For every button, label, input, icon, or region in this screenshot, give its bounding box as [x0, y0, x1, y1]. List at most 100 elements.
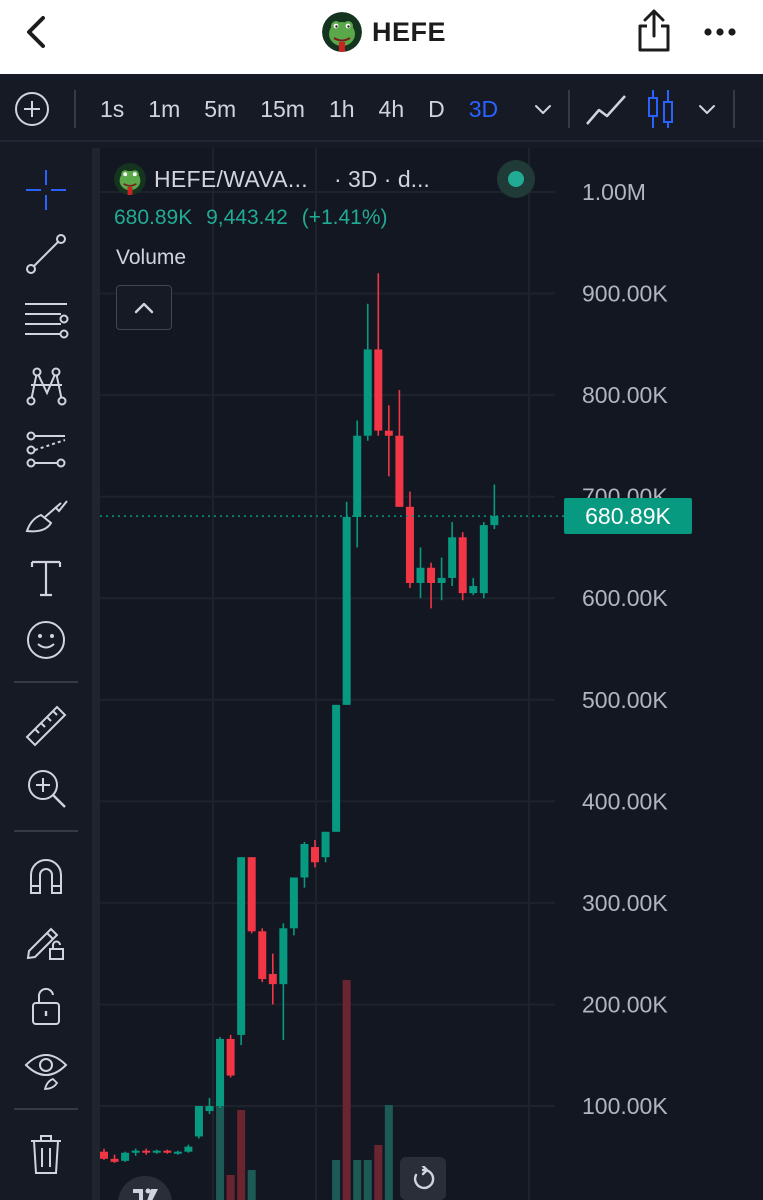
interval-1h[interactable]: 1h	[328, 95, 355, 122]
trash-icon	[31, 1135, 61, 1174]
lock-all-tool[interactable]	[22, 982, 70, 1030]
candle[interactable]	[173, 1150, 182, 1155]
candle[interactable]	[427, 562, 436, 609]
pattern-tool[interactable]	[22, 362, 70, 410]
candle[interactable]	[279, 923, 288, 1040]
chart-area[interactable]: 1.00M 900.00K 800.00K 700.00K 600.00K 500.00K…	[100, 148, 763, 1200]
candle-body	[490, 516, 499, 526]
candle[interactable]	[194, 1106, 203, 1139]
volume-bar	[363, 1160, 372, 1200]
interval-1s[interactable]: 1s	[100, 95, 125, 122]
candle[interactable]	[300, 841, 309, 888]
candle-body	[268, 973, 277, 985]
collapse-legend-button[interactable]	[116, 285, 172, 330]
frog-logo-icon	[114, 163, 146, 195]
fib-retracement-icon	[25, 303, 69, 339]
interval-15m[interactable]: 15m	[260, 95, 305, 122]
candle[interactable]	[353, 420, 362, 548]
candle[interactable]	[247, 857, 256, 934]
candle[interactable]	[163, 1149, 172, 1154]
delete-tool[interactable]	[22, 1130, 70, 1178]
volume-indicator-label[interactable]: Volume	[116, 246, 187, 269]
candle[interactable]	[448, 522, 457, 587]
zoom-in-tool[interactable]	[22, 764, 70, 812]
more-button[interactable]	[700, 14, 740, 50]
interval-1m[interactable]: 1m	[148, 95, 181, 122]
candle[interactable]	[268, 953, 277, 1005]
market-status-indicator[interactable]	[497, 160, 535, 198]
candle[interactable]	[384, 405, 393, 477]
change-percent: (+1.41%)	[301, 206, 388, 229]
candle-body	[247, 857, 256, 932]
interval-list: 1s 1m 5m 15m 1h 4h D 3D	[88, 90, 510, 128]
candle[interactable]	[321, 831, 330, 863]
candle-body	[437, 577, 446, 583]
candle[interactable]	[121, 1151, 130, 1162]
trend-line-tool[interactable]	[22, 230, 70, 278]
interval-5m[interactable]: 5m	[204, 95, 237, 122]
candle[interactable]	[332, 704, 341, 832]
candle[interactable]	[226, 1034, 235, 1078]
text-tool[interactable]	[22, 554, 70, 602]
candle[interactable]	[152, 1149, 161, 1154]
add-indicator-button[interactable]	[14, 91, 50, 127]
status-dot	[508, 171, 524, 187]
top-header: HEFE	[0, 0, 763, 74]
candle-body	[226, 1038, 235, 1076]
candle[interactable]	[142, 1148, 151, 1155]
ruler-tool[interactable]	[22, 702, 70, 750]
candle[interactable]	[131, 1148, 140, 1156]
reset-chart-button[interactable]	[400, 1157, 446, 1200]
candle[interactable]	[458, 532, 467, 601]
emoji-tool[interactable]	[22, 616, 70, 664]
candle[interactable]	[184, 1144, 193, 1153]
candle-body	[405, 506, 414, 583]
volume-bar	[353, 1160, 362, 1200]
line-chart-button[interactable]	[585, 90, 629, 128]
candle-body	[110, 1158, 119, 1162]
candle[interactable]	[237, 857, 246, 1046]
candle[interactable]	[416, 547, 425, 599]
candle[interactable]	[342, 501, 351, 705]
candle[interactable]	[100, 1148, 108, 1160]
candle[interactable]	[216, 1036, 225, 1109]
candle[interactable]	[490, 484, 499, 530]
crosshair-tool[interactable]	[22, 166, 70, 214]
candlestick-chart[interactable]: 1.00M900.00K800.00K700.00K600.00K500.00K…	[100, 148, 763, 1200]
candle[interactable]	[363, 303, 372, 441]
hide-drawings-tool[interactable]	[22, 1044, 70, 1092]
candle[interactable]	[405, 491, 414, 589]
symbol-name[interactable]: HEFE/WAVA...	[154, 165, 308, 192]
magnet-tool[interactable]	[22, 852, 70, 900]
candlestick-chart-button[interactable]	[646, 88, 676, 130]
back-button[interactable]	[18, 12, 58, 52]
chart-type-dropdown-button[interactable]	[696, 98, 718, 120]
candle[interactable]	[289, 877, 298, 936]
interval-3d[interactable]: 3D	[468, 95, 499, 122]
interval-4h[interactable]: 4h	[378, 95, 405, 122]
candle[interactable]	[311, 839, 319, 868]
y-axis-tick-label: 200.00K	[582, 991, 668, 1017]
toolbar-divider	[74, 90, 76, 128]
drawing-toolbar	[0, 144, 92, 1200]
candle[interactable]	[469, 577, 478, 596]
lock-drawing-tool[interactable]	[22, 916, 70, 964]
candle-body	[131, 1150, 140, 1153]
candle[interactable]	[110, 1154, 119, 1163]
candle[interactable]	[258, 928, 267, 983]
brush-tool[interactable]	[22, 492, 70, 540]
candle-body	[321, 831, 330, 858]
interval-d[interactable]: D	[428, 95, 445, 122]
candle-body	[142, 1150, 151, 1153]
candle[interactable]	[395, 390, 404, 507]
candle[interactable]	[479, 522, 488, 599]
y-axis-tick-label: 500.00K	[582, 687, 668, 713]
fib-retracement-tool[interactable]	[22, 296, 70, 344]
interval-dropdown-button[interactable]	[532, 98, 554, 120]
share-button[interactable]	[632, 8, 676, 54]
candle[interactable]	[374, 273, 383, 436]
candle[interactable]	[205, 1097, 214, 1115]
candle[interactable]	[437, 557, 446, 601]
candle-body	[458, 537, 467, 594]
prediction-tool[interactable]	[22, 426, 70, 474]
